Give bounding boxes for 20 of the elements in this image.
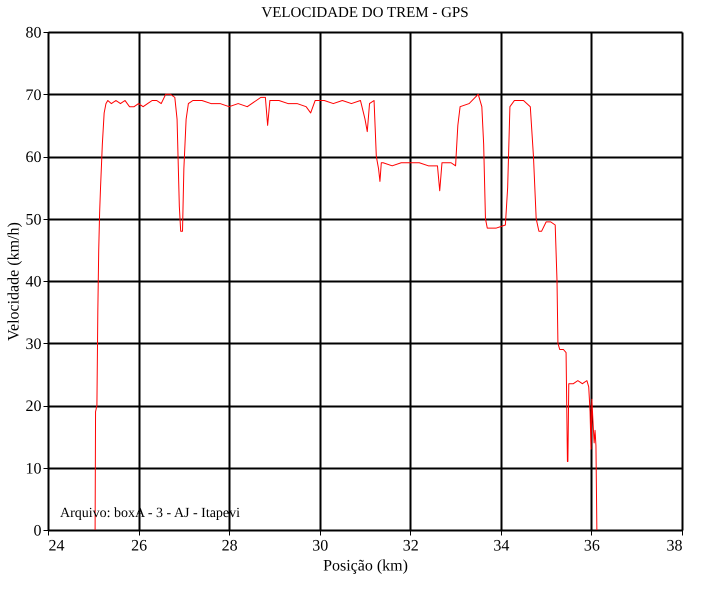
x-tick-label: 34	[493, 538, 510, 554]
y-tick-label: 0	[34, 522, 42, 540]
y-tick-label: 60	[26, 149, 42, 166]
y-tick-label: 80	[26, 24, 42, 42]
x-tick-label: 24	[48, 538, 64, 554]
x-tick-label: 36	[584, 538, 600, 554]
y-tick-label: 50	[26, 211, 42, 228]
x-tick-label: 30	[312, 538, 328, 554]
x-tick-label: 26	[131, 538, 148, 554]
y-tick-label: 20	[26, 398, 42, 415]
y-tick-label: 70	[26, 86, 42, 104]
chart-title: VELOCIDADE DO TREM - GPS	[261, 5, 469, 21]
y-tick-label: 40	[26, 274, 42, 290]
y-tick-label: 30	[26, 336, 42, 353]
y-tick-label: 10	[26, 460, 42, 478]
y-axis-title: Velocidade (km/h)	[6, 222, 22, 341]
x-tick-label: 28	[222, 538, 238, 554]
x-axis-title: Posição (km)	[323, 558, 408, 574]
x-tick-label: 38	[666, 538, 682, 554]
x-tick-label: 32	[402, 538, 419, 554]
